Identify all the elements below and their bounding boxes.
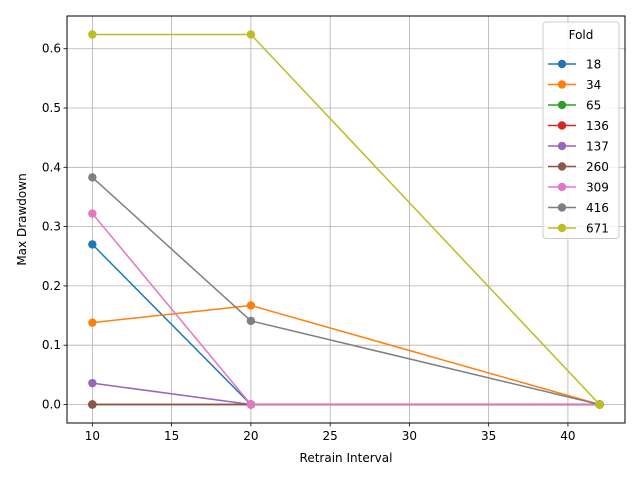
legend-item-260: 260 [548,160,609,174]
legend-label: 671 [586,222,609,236]
data-point-671 [246,30,256,39]
legend-marker [557,223,567,233]
legend-marker [557,121,567,130]
legend-item-671: 671 [548,222,609,236]
plot-series [88,30,604,409]
legend-marker [557,100,567,110]
x-tick-label: 40 [560,429,575,443]
data-point-34 [88,318,97,327]
x-tick-label: 35 [481,429,496,443]
legend-item-18: 18 [548,58,601,72]
legend-label: 65 [586,99,601,113]
legend-item-34: 34 [548,78,601,92]
x-axis-label: Retrain Interval [300,451,393,465]
x-tick-label: 25 [323,429,338,443]
legend-marker [557,203,567,212]
x-tick-label: 10 [85,429,100,443]
x-tick-label: 20 [243,429,258,443]
legend-title: Fold [569,28,594,42]
y-tick-label: 0.1 [42,338,61,352]
legend-marker [557,80,567,89]
series-671 [88,30,604,409]
data-point-137 [88,378,97,388]
legend-marker [557,182,567,192]
legend-label: 34 [586,78,601,92]
y-tick-label: 0.5 [42,101,61,115]
legend-label: 309 [586,181,609,195]
data-point-309 [246,400,256,409]
y-tick-label: 0.4 [42,160,61,174]
data-point-18 [88,240,97,249]
legend-label: 260 [586,160,609,174]
legend-marker [557,59,567,69]
data-point-260 [88,400,97,409]
data-point-309 [88,209,97,218]
y-tick-label: 0.0 [42,398,61,412]
data-point-416 [88,173,97,182]
legend-label: 18 [586,58,601,72]
plot-frame [66,15,626,424]
legend-items: 18 34 65 136 137 260 309 416 671 [548,58,609,236]
y-tick-label: 0.3 [42,220,61,234]
data-point-416 [246,316,256,326]
legend-label: 137 [586,140,609,154]
axis-ticks: 10 15 20 25 30 35 40 0.0 0.1 0.2 0.3 0.4 0.5 0.6 [42,42,576,443]
legend-label: 416 [586,201,609,215]
legend-marker [557,162,567,171]
x-tick-label: 15 [164,429,179,443]
x-tick-label: 30 [402,429,417,443]
y-tick-label: 0.2 [42,279,61,293]
legend: Fold 18 34 65 136 137 260 309 416 671 [542,21,620,239]
y-axis-label: Max Drawdown [15,173,29,265]
data-point-671 [595,400,604,409]
legend-item-416: 416 [548,201,609,215]
data-point-671 [88,30,97,39]
legend-item-309: 309 [548,181,609,195]
legend-item-136: 136 [548,119,609,133]
y-tick-label: 0.6 [42,42,61,56]
legend-label: 136 [586,119,609,133]
legend-item-137: 137 [548,140,609,154]
data-point-34 [246,301,256,310]
legend-item-65: 65 [548,99,601,113]
legend-marker [557,141,567,151]
